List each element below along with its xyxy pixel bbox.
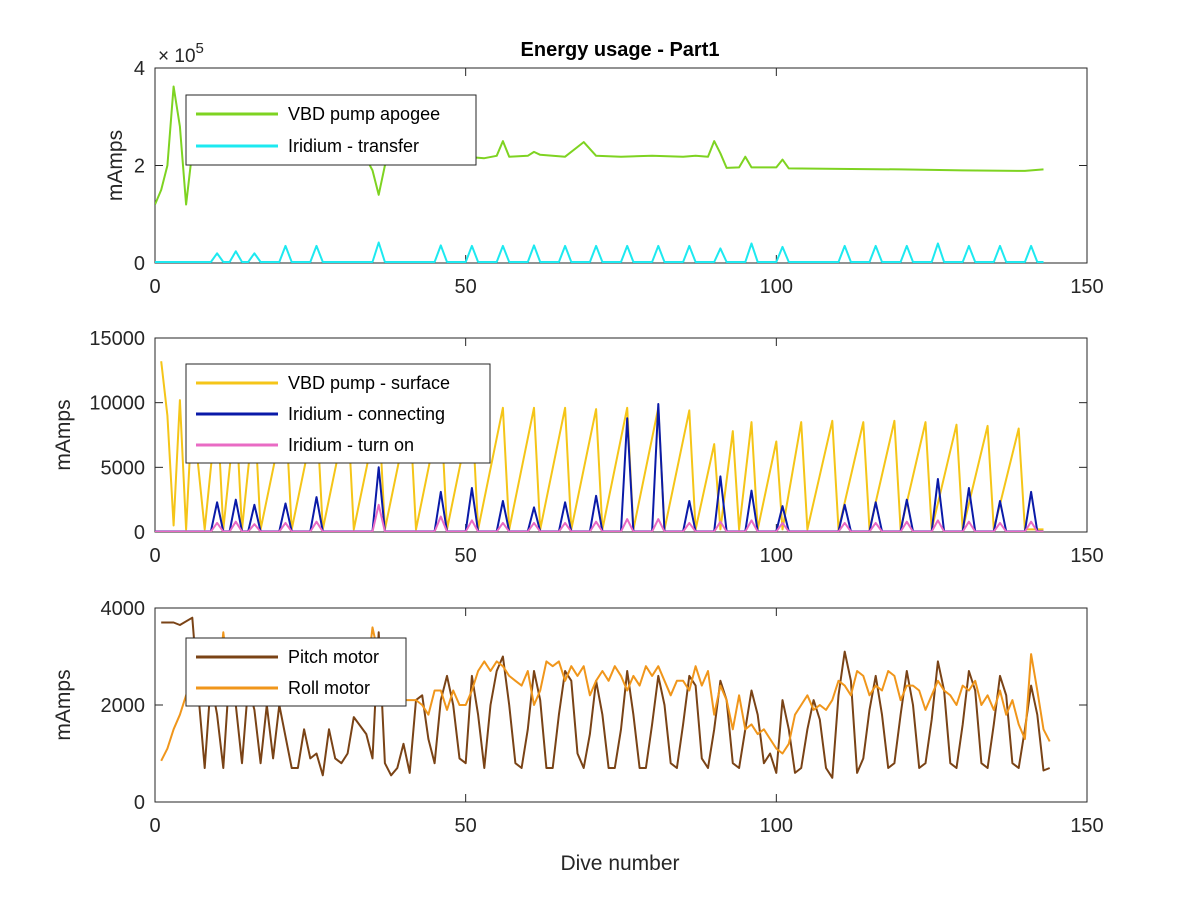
x-tick-label: 150 — [1070, 815, 1103, 837]
x-axis-label: Dive number — [560, 852, 679, 875]
series-line-iridium-transfer — [155, 241, 1044, 263]
legend-box — [185, 637, 407, 707]
x-tick-label: 50 — [455, 276, 477, 298]
legend-label: VBD pump - surface — [288, 373, 450, 393]
y-axis-label: mAmps — [104, 130, 127, 201]
legend-label: Roll motor — [288, 678, 370, 698]
series-line-iridium-turn-on — [155, 503, 1044, 532]
x-tick-label: 0 — [149, 276, 160, 298]
y-exponent-label: × 105 — [158, 40, 204, 67]
legend: VBD pump apogee Iridium - transfer — [185, 94, 477, 166]
axes-middle: 0 50 100 150 0 5000 10000 15000 mAmps VBD pump - … — [52, 328, 1104, 567]
x-tick-label: 0 — [149, 545, 160, 567]
y-axis-label: mAmps — [52, 669, 75, 740]
legend-label: Iridium - turn on — [288, 435, 414, 455]
legend-box — [185, 94, 477, 166]
axes-top: 0 50 100 150 0 2 4 × 105 mAmps VBD pump apogee Iri… — [104, 40, 1104, 298]
x-tick-label: 100 — [760, 276, 793, 298]
y-tick-label: 10000 — [89, 393, 145, 415]
legend-label: VBD pump apogee — [288, 104, 440, 124]
axes-bottom: 0 50 100 150 0 2000 4000 mAmps Pitch motor Roll m… — [52, 598, 1104, 837]
y-tick-label: 0 — [134, 792, 145, 814]
y-tick-label: 4000 — [101, 598, 146, 620]
series-line-pitch-motor — [161, 616, 1051, 779]
x-tick-label: 100 — [760, 545, 793, 567]
y-axis-label: mAmps — [52, 399, 75, 470]
legend: VBD pump - surface Iridium - connecting Ir… — [185, 363, 491, 464]
y-tick-label: 5000 — [101, 457, 146, 479]
legend-label: Iridium - transfer — [288, 136, 419, 156]
y-exponent-power: 5 — [196, 40, 204, 57]
x-tick-label: 100 — [760, 815, 793, 837]
y-tick-label: 15000 — [89, 328, 145, 350]
y-exponent-base: × 10 — [158, 46, 196, 67]
x-tick-label: 0 — [149, 815, 160, 837]
legend: Pitch motor Roll motor — [185, 637, 407, 707]
y-tick-label: 4 — [134, 58, 145, 80]
legend-label: Pitch motor — [288, 647, 379, 667]
figure-title: Energy usage - Part1 — [521, 39, 720, 61]
x-tick-label: 50 — [455, 815, 477, 837]
y-tick-label: 2000 — [101, 695, 146, 717]
x-tick-label: 150 — [1070, 276, 1103, 298]
y-tick-label: 2 — [134, 156, 145, 178]
x-tick-label: 150 — [1070, 545, 1103, 567]
x-tick-label: 50 — [455, 545, 477, 567]
legend-label: Iridium - connecting — [288, 404, 445, 424]
y-tick-label: 0 — [134, 522, 145, 544]
y-tick-label: 0 — [134, 253, 145, 275]
